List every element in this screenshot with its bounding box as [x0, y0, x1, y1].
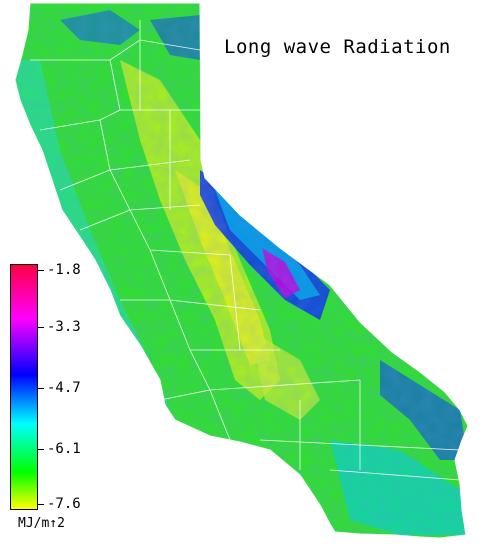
units-label: MJ/m↑2 [18, 516, 65, 531]
map-title: Long wave Radiation [224, 36, 451, 58]
county-boundaries [30, 20, 461, 481]
scale-tick [38, 327, 44, 328]
scale-tick [38, 270, 44, 271]
scale-label: -6.1 [47, 441, 81, 457]
scale-label-min: -7.6 [47, 496, 81, 512]
scale-tick [38, 449, 44, 450]
scale-label: -3.3 [47, 319, 81, 335]
scale-label: -4.7 [47, 380, 81, 396]
scale-tick [38, 504, 44, 505]
scale-tick [38, 388, 44, 389]
scale-label-max: -1.8 [47, 262, 81, 278]
color-scale-bar [10, 264, 38, 510]
